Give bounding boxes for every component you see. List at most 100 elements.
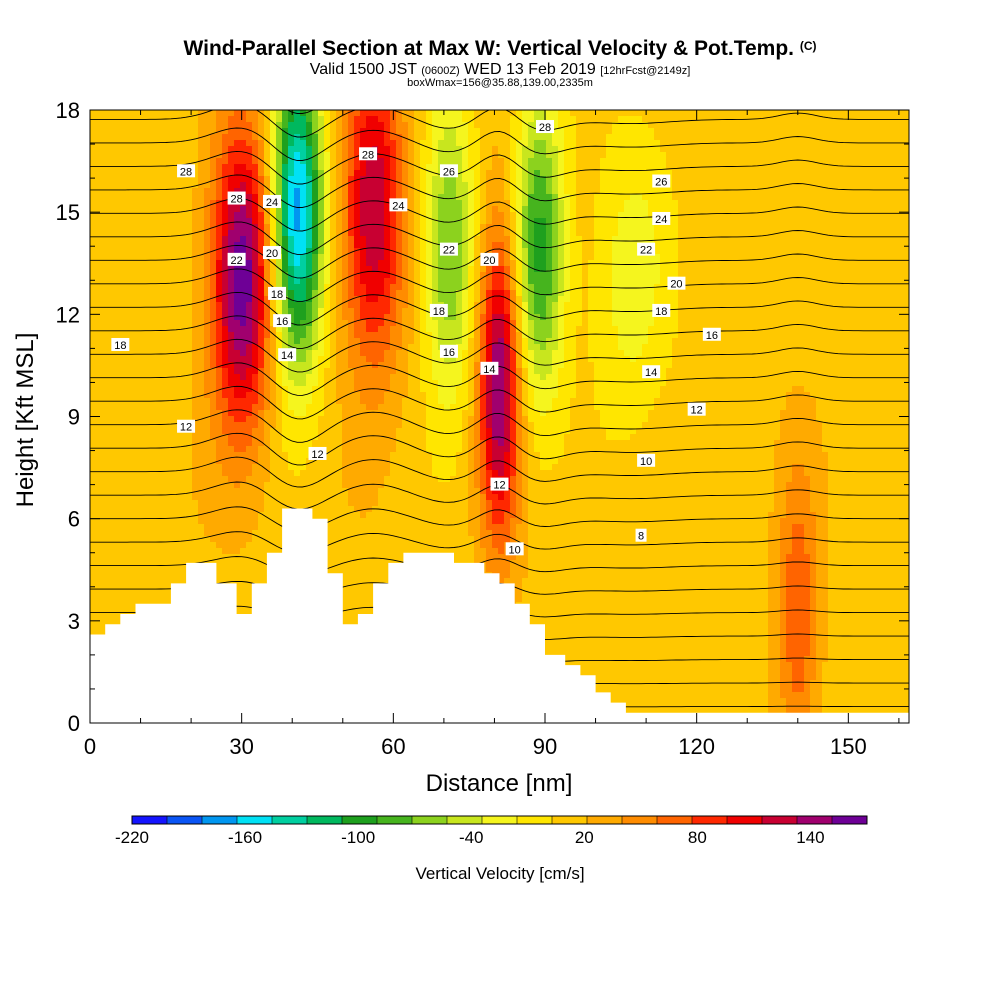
heat-cell bbox=[222, 344, 229, 351]
heat-cell bbox=[138, 536, 145, 543]
heat-cell bbox=[258, 380, 265, 387]
heat-cell bbox=[186, 248, 193, 255]
heat-cell bbox=[246, 176, 253, 183]
heat-cell bbox=[348, 128, 355, 135]
heat-cell bbox=[144, 134, 151, 141]
heat-cell bbox=[294, 272, 301, 279]
heat-cell bbox=[270, 158, 277, 165]
heat-cell bbox=[90, 410, 97, 417]
heat-cell bbox=[204, 530, 211, 537]
heat-cell bbox=[210, 410, 217, 417]
heat-cell bbox=[114, 350, 121, 357]
heat-cell bbox=[348, 356, 355, 363]
heat-cell bbox=[258, 488, 265, 495]
heat-cell bbox=[264, 230, 271, 237]
heat-cell bbox=[324, 206, 331, 213]
heat-cell bbox=[90, 476, 97, 483]
heat-cell bbox=[378, 368, 385, 375]
heat-cell bbox=[234, 182, 241, 189]
heat-cell bbox=[204, 224, 211, 231]
heat-cell bbox=[198, 296, 205, 303]
heat-cell bbox=[180, 284, 187, 291]
heat-cell bbox=[150, 440, 157, 447]
heat-cell bbox=[198, 290, 205, 297]
heat-cell bbox=[324, 176, 331, 183]
heat-cell bbox=[192, 464, 199, 471]
heat-cell bbox=[156, 488, 163, 495]
heat-cell bbox=[222, 524, 229, 531]
heat-cell bbox=[162, 290, 169, 297]
heat-cell bbox=[114, 386, 121, 393]
heat-cell bbox=[150, 536, 157, 543]
heat-cell bbox=[276, 236, 283, 243]
heat-cell bbox=[96, 548, 103, 555]
heat-cell bbox=[246, 110, 253, 117]
heat-cell bbox=[210, 458, 217, 465]
heat-cell bbox=[198, 194, 205, 201]
heat-cell bbox=[240, 314, 247, 321]
heat-cell bbox=[144, 506, 151, 513]
heat-cell bbox=[210, 164, 217, 171]
heat-cell bbox=[150, 200, 157, 207]
heat-cell bbox=[372, 440, 379, 447]
heat-cell bbox=[222, 464, 229, 471]
heat-cell bbox=[354, 380, 361, 387]
heat-cell bbox=[168, 548, 175, 555]
heat-cell bbox=[258, 206, 265, 213]
heat-cell bbox=[198, 440, 205, 447]
heat-cell bbox=[246, 332, 253, 339]
heat-cell bbox=[132, 518, 139, 525]
heat-cell bbox=[102, 434, 109, 441]
heat-cell bbox=[198, 452, 205, 459]
heat-cell bbox=[132, 428, 139, 435]
heat-cell bbox=[300, 248, 307, 255]
heat-cell bbox=[222, 128, 229, 135]
heat-cell bbox=[288, 446, 295, 453]
heat-cell bbox=[378, 332, 385, 339]
heat-cell bbox=[180, 416, 187, 423]
heat-cell bbox=[240, 158, 247, 165]
heat-cell bbox=[222, 536, 229, 543]
heat-cell bbox=[354, 392, 361, 399]
heat-cell bbox=[300, 380, 307, 387]
heat-cell bbox=[312, 128, 319, 135]
heat-cell bbox=[216, 248, 223, 255]
heat-cell bbox=[336, 152, 343, 159]
heat-cell bbox=[252, 164, 259, 171]
heat-cell bbox=[198, 278, 205, 285]
heat-cell bbox=[162, 176, 169, 183]
heat-cell bbox=[264, 542, 271, 549]
heat-cell bbox=[240, 146, 247, 153]
heat-cell bbox=[306, 206, 313, 213]
heat-cell bbox=[306, 248, 313, 255]
heat-cell bbox=[228, 440, 235, 447]
heat-cell bbox=[246, 512, 253, 519]
heat-cell bbox=[240, 308, 247, 315]
heat-cell bbox=[354, 332, 361, 339]
heat-cell bbox=[312, 362, 319, 369]
heat-cell bbox=[222, 188, 229, 195]
heat-cell bbox=[252, 320, 259, 327]
heat-cell bbox=[216, 542, 223, 549]
heat-cell bbox=[348, 278, 355, 285]
heat-cell bbox=[354, 602, 361, 609]
heat-cell bbox=[366, 452, 373, 459]
heat-cell bbox=[330, 164, 337, 171]
heat-cell bbox=[330, 176, 337, 183]
heat-cell bbox=[366, 518, 373, 525]
heat-cell bbox=[222, 452, 229, 459]
heat-cell bbox=[336, 182, 343, 189]
heat-cell bbox=[336, 134, 343, 141]
heat-cell bbox=[90, 554, 97, 561]
heat-cell bbox=[342, 362, 349, 369]
heat-cell bbox=[162, 140, 169, 147]
heat-cell bbox=[114, 254, 121, 261]
heat-cell bbox=[150, 260, 157, 267]
heat-cell bbox=[318, 512, 325, 519]
heat-cell bbox=[96, 176, 103, 183]
heat-cell bbox=[150, 152, 157, 159]
heat-cell bbox=[198, 224, 205, 231]
heat-cell bbox=[228, 356, 235, 363]
heat-cell bbox=[372, 482, 379, 489]
heat-cell bbox=[282, 386, 289, 393]
